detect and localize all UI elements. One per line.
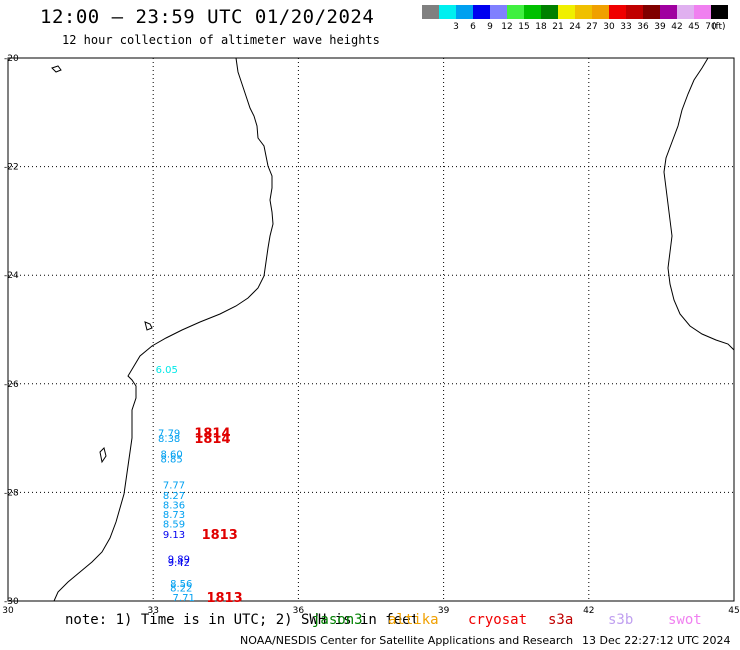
legend-label: 27	[586, 22, 598, 32]
satellite-cryosat: cryosat	[468, 612, 528, 628]
legend-label: 39	[654, 22, 666, 32]
legend-label: 70	[705, 22, 717, 32]
longitude-tick-label: 45	[728, 606, 739, 616]
wave-height-value: 9.13	[163, 530, 185, 541]
legend-label: 36	[637, 22, 649, 32]
legend-swatch	[592, 5, 609, 19]
wave-height-value: 8.85	[160, 455, 182, 466]
color-legend: 3 6 9 12 15 18 21 24 27 30 33 36 39 42 45 70 (ft)	[422, 5, 728, 37]
credit-line: NOAA/NESDIS Center for Satellite Applica…	[240, 634, 574, 647]
legend-swatch	[660, 5, 677, 19]
legend-swatch	[643, 5, 660, 19]
longitude-tick-label: 42	[583, 606, 594, 616]
latitude-tick-label: -30	[4, 597, 19, 607]
legend-swatch	[541, 5, 558, 19]
latitude-tick-label: -26	[4, 380, 19, 390]
legend-swatch	[558, 5, 575, 19]
madagascar-coastline	[663, 57, 735, 351]
legend-swatch	[626, 5, 643, 19]
legend-label: 6	[470, 22, 476, 32]
latitude-tick-label: -20	[4, 54, 19, 64]
observation-time: 1813	[202, 528, 238, 543]
coastline	[51, 57, 735, 602]
legend-label: 18	[535, 22, 547, 32]
satellite-s3a: s3a	[548, 612, 574, 628]
legend-unit: (ft)	[712, 22, 726, 32]
footer-note: note: 1) Time is in UTC; 2) SWH is in fe…	[65, 612, 420, 628]
wave-height-value: 8.27	[163, 491, 185, 502]
legend-swatch	[507, 5, 524, 19]
wave-height-value: 7.79	[158, 429, 180, 440]
small-islet	[51, 65, 62, 73]
longitude-tick-label: 33	[147, 606, 158, 616]
wave-height-value: 9.42	[168, 558, 190, 569]
legend-swatch	[524, 5, 541, 19]
observation-time: 1814	[194, 427, 230, 442]
map-gridlines: 30 33 36 39 42 45 -20 -22 -24 -26 -28 -30	[2, 54, 739, 616]
wave-height-value: 8.36	[163, 500, 185, 511]
generation-timestamp: 13 Dec 22:27:12 UTC 2024	[582, 634, 731, 647]
latitude-tick-label: -22	[4, 163, 19, 173]
map-title: 12:00 – 23:59 UTC 01/20/2024	[40, 6, 375, 28]
satellite-altika: altika	[388, 612, 439, 628]
map-subtitle: 12 hour collection of altimeter wave hei…	[62, 33, 380, 47]
legend-swatch	[575, 5, 592, 19]
legend-swatch	[456, 5, 473, 19]
wave-height-value: 8.60	[160, 449, 182, 460]
latitude-tick-label: -24	[4, 271, 19, 281]
legend-label: 21	[552, 22, 564, 32]
wave-height-value: 8.22	[170, 583, 192, 594]
observation-time: 1813	[206, 591, 242, 606]
legend-label: 33	[620, 22, 632, 32]
africa-coastline	[53, 57, 274, 602]
legend-swatch	[711, 5, 728, 19]
legend-label: 30	[603, 22, 615, 32]
longitude-tick-label: 36	[293, 606, 305, 616]
legend-label: 15	[518, 22, 530, 32]
observation-time: 1814	[194, 432, 230, 447]
satellite-s3b: s3b	[608, 612, 634, 628]
observation-labels: 6.05 7.798.38 8.608.85 7.778.278.368.738.59…	[156, 365, 195, 604]
wave-height-value: 8.56	[170, 579, 192, 590]
wave-height-value: 9.89	[168, 555, 190, 566]
satellite-swot: swot	[668, 612, 702, 628]
legend-label: 42	[671, 22, 683, 32]
lake-outline	[99, 447, 107, 464]
wave-height-value: 6.05	[156, 365, 178, 376]
legend-label: 3	[453, 22, 459, 32]
longitude-tick-label: 39	[438, 606, 450, 616]
latitude-tick-label: -28	[4, 488, 19, 498]
wave-height-value: 8.59	[163, 519, 185, 530]
wave-height-value: 7.77	[163, 480, 185, 491]
satellite-jason3: jason3	[312, 612, 363, 628]
map-frame	[7, 57, 735, 602]
legend-swatch	[609, 5, 626, 19]
legend-swatch	[422, 5, 439, 19]
longitude-tick-label: 30	[2, 606, 14, 616]
legend-swatch	[473, 5, 490, 19]
legend-label: 9	[487, 22, 493, 32]
legend-label: 45	[688, 22, 700, 32]
wave-height-value: 8.73	[163, 510, 185, 521]
legend-swatch	[694, 5, 711, 19]
legend-swatch	[490, 5, 507, 19]
legend-label: 12	[501, 22, 513, 32]
legend-swatch	[439, 5, 456, 19]
inhaca-island	[144, 321, 153, 331]
legend-label: 24	[569, 22, 581, 32]
legend-swatch	[677, 5, 694, 19]
wave-height-value: 7.71	[173, 593, 195, 604]
wave-height-value: 8.38	[158, 434, 180, 445]
